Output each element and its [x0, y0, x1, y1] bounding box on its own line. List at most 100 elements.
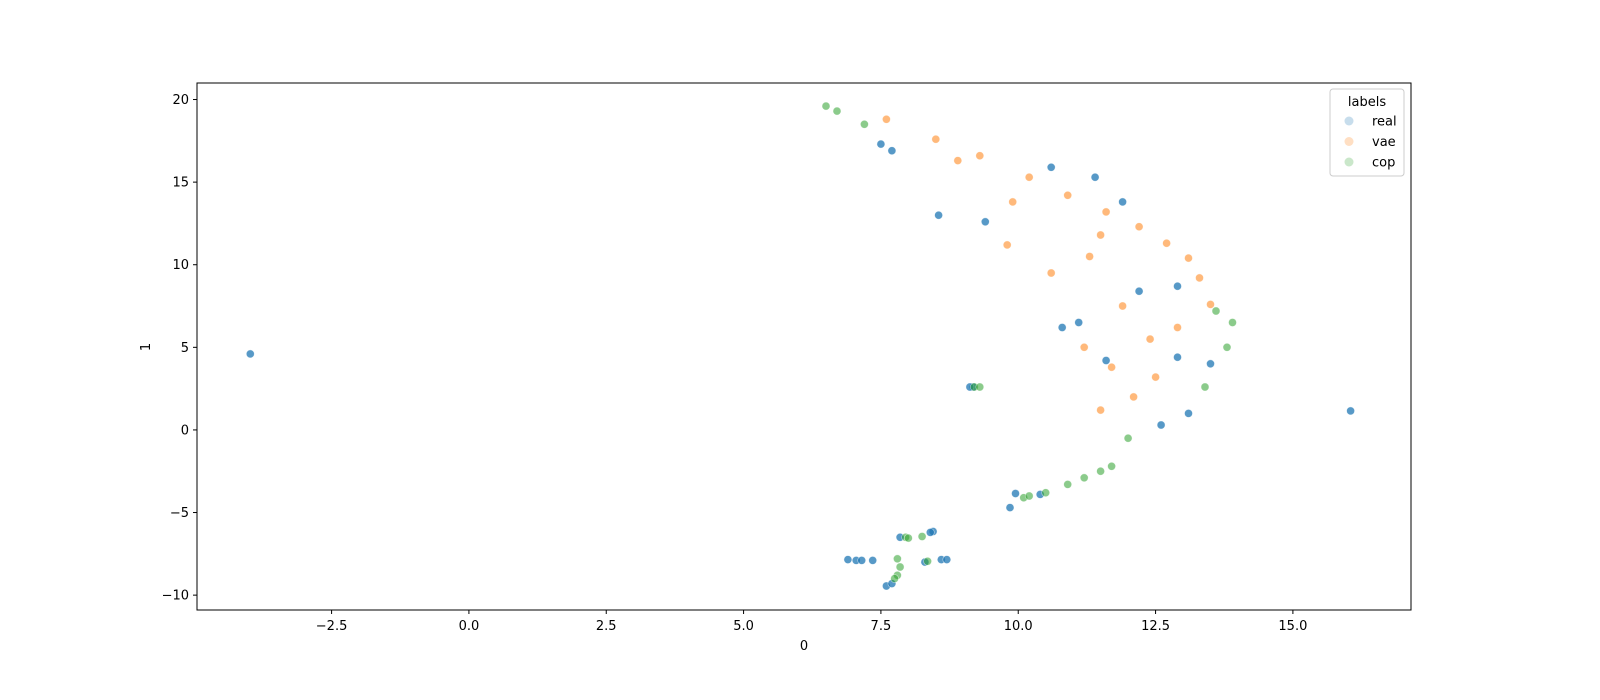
point-vae [953, 156, 963, 165]
x-tick-label: 2.5 [596, 619, 617, 634]
y-tick-label: 10 [172, 258, 189, 273]
point-real [1011, 489, 1020, 498]
point-real [868, 556, 878, 565]
point-vae [931, 134, 941, 144]
point-cop [890, 574, 899, 583]
point-real [1134, 286, 1144, 296]
point-cop [1123, 433, 1133, 443]
point-vae [1173, 323, 1182, 332]
x-axis-label: 0 [800, 639, 808, 654]
x-tick-label: 10.0 [1004, 619, 1033, 634]
point-vae [1134, 222, 1144, 231]
point-cop [832, 106, 842, 116]
legend-title: labels [1348, 95, 1386, 110]
point-real [1184, 409, 1193, 418]
point-real [1074, 318, 1083, 327]
point-real [942, 555, 952, 564]
point-cop [1063, 480, 1072, 489]
point-cop [895, 562, 905, 572]
point-cop [1222, 342, 1232, 352]
point-vae [1162, 238, 1171, 248]
legend-entries: real vae cop [1344, 115, 1397, 171]
legend-marker-vae [1344, 137, 1354, 146]
point-real [1090, 172, 1100, 182]
point-cop [860, 120, 869, 129]
point-cop [1107, 461, 1116, 471]
plot-frame [196, 82, 1412, 611]
point-real [876, 139, 886, 149]
x-tick-label: 15.0 [1278, 619, 1307, 634]
point-vae [1129, 392, 1138, 402]
point-real [857, 556, 867, 565]
point-vae [1024, 172, 1034, 182]
point-real [934, 210, 943, 220]
point-cop [917, 532, 927, 541]
point-real [1005, 503, 1015, 512]
point-real [1046, 163, 1056, 172]
point-real [246, 349, 255, 359]
point-vae [1195, 273, 1204, 283]
point-vae [1063, 191, 1072, 200]
point-cop [1079, 473, 1089, 483]
point-real [1206, 359, 1215, 369]
point-vae [1184, 253, 1193, 263]
x-tick-label: −2.5 [316, 619, 348, 634]
point-vae [975, 151, 985, 160]
point-vae [1145, 334, 1155, 344]
point-cop [1200, 382, 1210, 392]
point-real [925, 528, 935, 537]
x-axis-ticks: −2.5 0.0 2.5 5.0 7.5 10.0 12.5 15.0 [316, 610, 1307, 634]
point-vae [1002, 240, 1012, 250]
y-axis-ticks: −10 −5 0 5 10 15 20 [162, 93, 197, 604]
point-real [887, 146, 897, 155]
point-real [1173, 281, 1182, 291]
point-vae [1151, 372, 1160, 382]
point-vae [882, 115, 891, 124]
point-vae [1206, 300, 1215, 309]
point-real [843, 555, 853, 564]
legend-marker-cop [1344, 157, 1354, 167]
legend-label-real: real [1372, 115, 1397, 130]
point-real [1101, 356, 1111, 365]
point-vae [1118, 301, 1127, 311]
point-real [980, 217, 990, 227]
y-tick-label: 20 [172, 93, 189, 108]
point-vae [1008, 197, 1018, 207]
point-real [1156, 420, 1166, 430]
point-vae [1096, 405, 1105, 415]
legend-label-vae: vae [1372, 135, 1396, 150]
point-real [1118, 197, 1127, 207]
point-cop [893, 554, 902, 564]
x-tick-label: 0.0 [459, 619, 480, 634]
point-real [1173, 352, 1182, 362]
legend-box [1329, 88, 1405, 177]
point-cop [1228, 318, 1237, 327]
point-vae [1107, 362, 1116, 372]
point-cop [904, 533, 913, 543]
point-vae [1085, 252, 1094, 261]
point-vae [1096, 230, 1105, 240]
y-tick-label: 0 [181, 423, 189, 438]
point-vae [1101, 207, 1111, 217]
y-tick-label: 5 [181, 341, 189, 356]
y-tick-label: 15 [172, 176, 189, 191]
point-real [1057, 323, 1067, 332]
y-tick-label: −5 [170, 506, 189, 521]
legend-marker-real [1344, 116, 1354, 126]
point-cop [975, 382, 985, 392]
x-tick-label: 5.0 [733, 619, 754, 634]
x-tick-label: 7.5 [871, 619, 892, 634]
point-real [1346, 406, 1355, 416]
legend-label-cop: cop [1372, 156, 1395, 171]
legend: labels real vae cop [1329, 88, 1405, 177]
point-cop [923, 556, 932, 566]
point-cop [1096, 466, 1105, 476]
point-cop [1211, 306, 1221, 316]
point-cop [1041, 488, 1050, 498]
point-vae [1046, 268, 1056, 278]
point-vae [1079, 342, 1089, 352]
y-tick-label: −10 [162, 589, 189, 604]
x-tick-label: 12.5 [1141, 619, 1170, 634]
points-layer [246, 101, 1355, 591]
